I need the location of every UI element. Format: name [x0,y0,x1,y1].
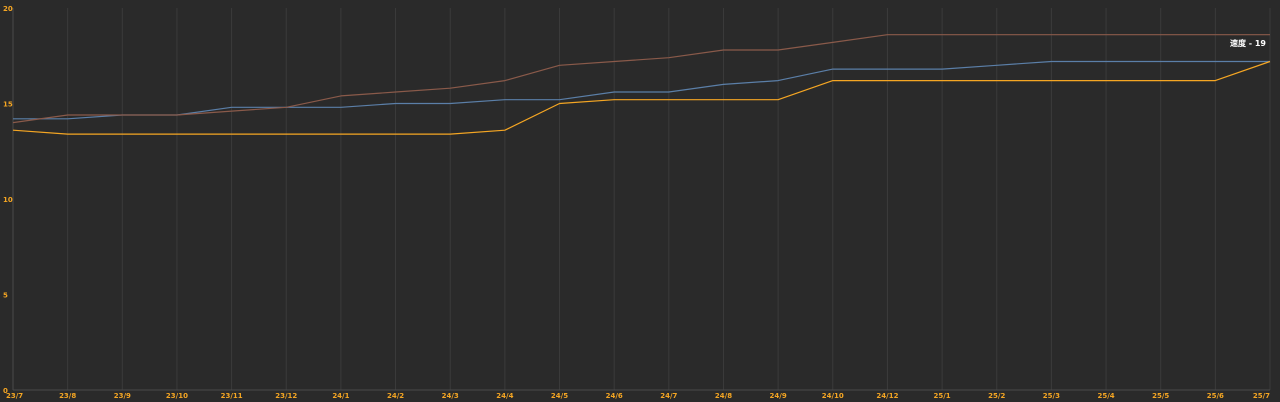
x-tick-24-4: 24/4 [496,392,513,400]
y-tick-15: 15 [3,101,13,109]
gridlines [12,8,1271,390]
y-tick-5: 5 [3,292,8,300]
x-tick-25-4: 25/4 [1097,392,1114,400]
y-tick-0: 0 [3,387,8,395]
x-tick-24-2: 24/2 [387,392,404,400]
axes [12,8,1270,391]
x-tick-24-12: 24/12 [876,392,898,400]
x-tick-25-6: 25/6 [1207,392,1224,400]
x-tick-24-7: 24/7 [660,392,677,400]
x-tick-labels: 23/7 23/8 23/9 23/10 23/11 23/12 24/1 24/2 24/3 2… [6,392,1270,400]
x-tick-23-10: 23/10 [166,392,188,400]
series-line-1 [13,60,1270,120]
y-tick-10: 10 [3,196,13,204]
tooltip-label: 速度 - 19 [1230,38,1266,48]
x-tick-25-1: 25/1 [934,392,951,400]
series-line-3 [12,34,1270,124]
x-tick-23-9: 23/9 [114,392,131,400]
series-lines [12,34,1271,135]
x-tick-24-3: 24/3 [442,392,459,400]
x-tick-25-5: 25/5 [1152,392,1169,400]
x-tick-24-5: 24/5 [551,392,568,400]
x-tick-25-2: 25/2 [988,392,1005,400]
x-tick-24-10: 24/10 [822,392,844,400]
x-tick-23-12: 23/12 [275,392,297,400]
x-tick-24-8: 24/8 [715,392,732,400]
x-tick-24-6: 24/6 [606,392,623,400]
x-tick-25-3: 25/3 [1043,392,1060,400]
x-tick-24-1: 24/1 [332,392,349,400]
y-tick-labels: 0 5 10 15 20 [3,5,13,395]
x-tick-23-7: 23/7 [6,392,23,400]
x-tick-23-8: 23/8 [59,392,76,400]
x-tick-23-11: 23/11 [221,392,243,400]
series-line-2 [12,60,1271,135]
x-tick-25-7: 25/7 [1253,392,1270,400]
x-tick-24-9: 24/9 [770,392,787,400]
y-tick-20: 20 [3,5,13,13]
